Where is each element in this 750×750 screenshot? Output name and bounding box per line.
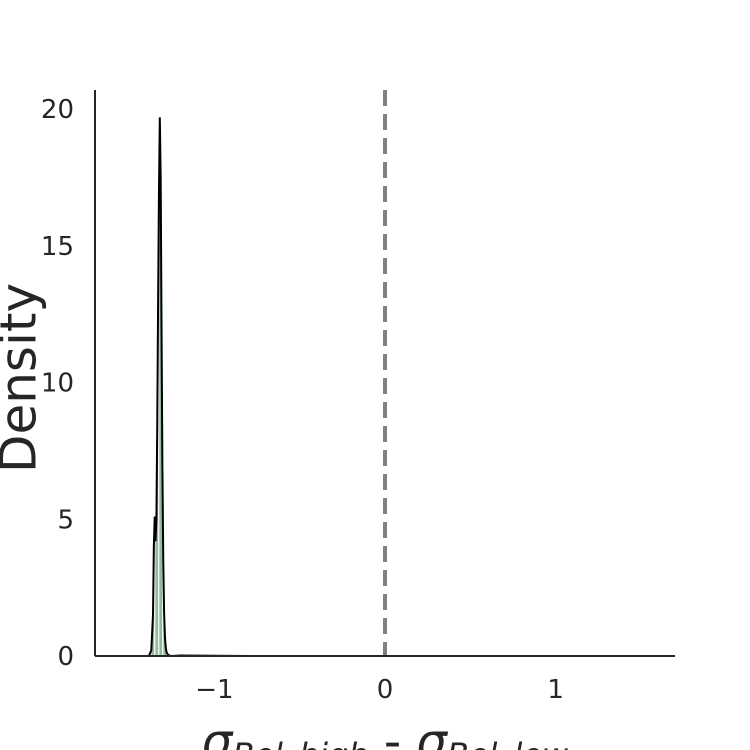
y-tick-label: 0 [57,642,74,672]
y-tick-label: 10 [41,369,74,399]
x-axis-title-op: - [369,714,417,750]
x-axis-title-sub2: Bel_low [447,736,569,750]
x-tick-label: 0 [377,675,394,705]
y-tick-labels: 0 5 10 15 20 [41,95,74,672]
x-tick-label: 1 [547,675,564,705]
x-axis-title-sub1: Bel_high [232,736,368,750]
axes [94,90,675,657]
plot-area [147,90,676,658]
density-curve [147,117,675,658]
density-fill [148,117,676,657]
x-tick-labels: −1 0 1 [195,675,564,705]
y-tick-label: 15 [41,232,74,262]
x-tick-label: −1 [195,675,233,705]
y-axis-title: Density [0,283,48,473]
y-tick-label: 5 [57,505,74,535]
x-axis-title-sym1: σ [202,714,234,750]
y-tick-label: 20 [41,95,74,125]
x-axis-title: σBel_high - σBel_low [202,714,569,750]
x-axis-title-sym2: σ [416,714,448,750]
